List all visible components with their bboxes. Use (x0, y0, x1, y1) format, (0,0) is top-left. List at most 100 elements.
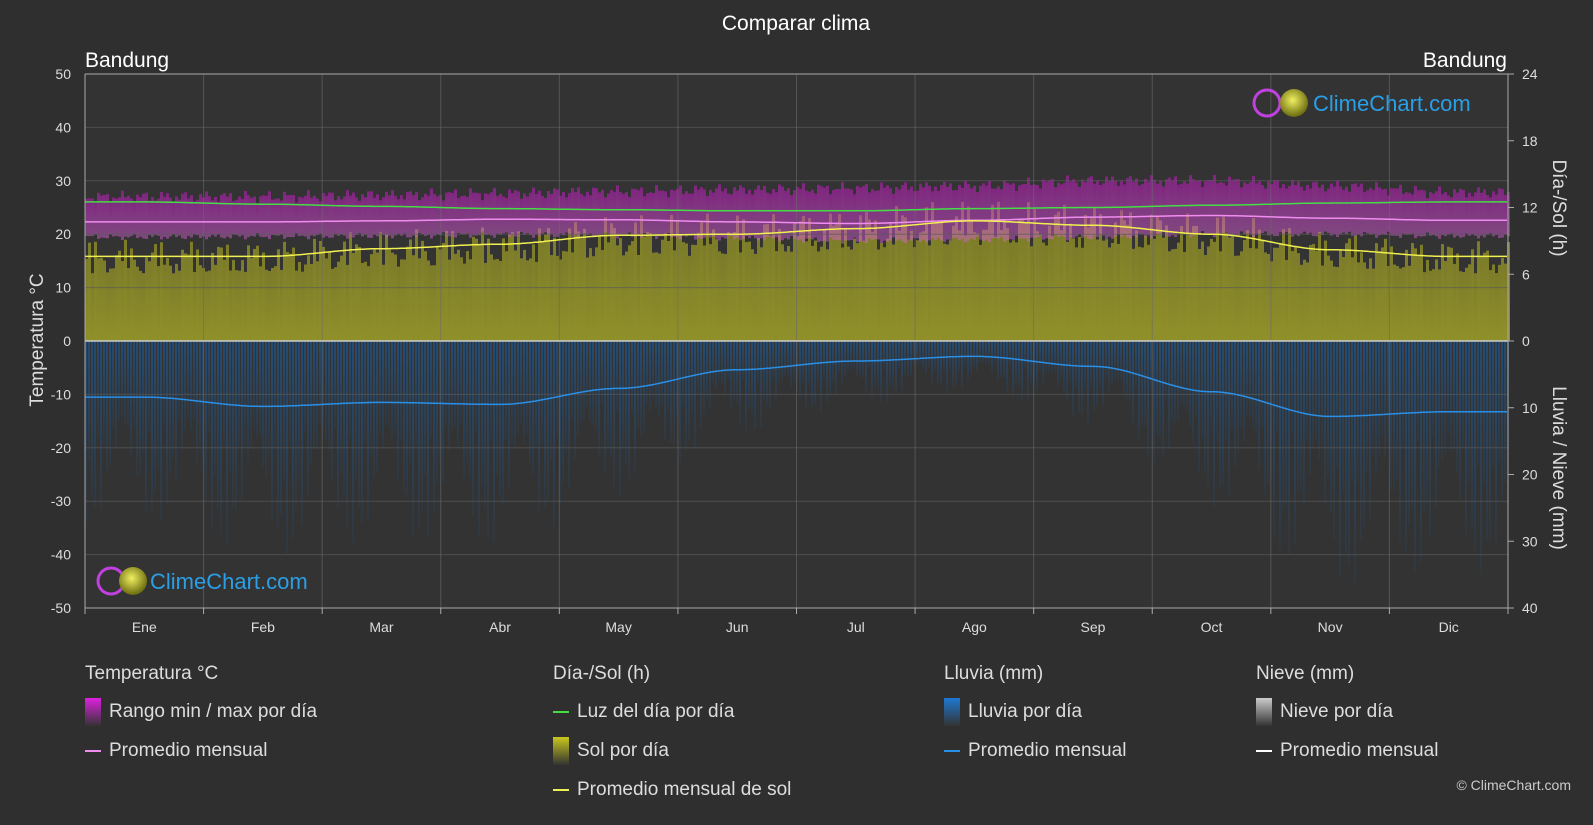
sun-day-bar (1177, 242, 1180, 341)
sun-day-bar (310, 263, 313, 341)
temp-day-bar (1393, 188, 1396, 236)
rain-day-bar (436, 341, 438, 484)
rain-day-bar (883, 341, 885, 369)
rain-day-bar (217, 341, 219, 509)
sun-day-bar (643, 236, 646, 341)
legend-label: Promedio mensual (968, 740, 1127, 761)
rain-day-bar (235, 341, 237, 512)
temp-day-bar (880, 182, 883, 244)
rain-day-bar (1189, 341, 1191, 427)
temp-day-bar (1153, 179, 1156, 237)
temp-day-bar (1333, 186, 1336, 235)
sun-day-bar (388, 249, 391, 341)
rain-day-bar (1393, 341, 1395, 492)
rain-day-bar (787, 341, 789, 376)
rain-day-bar (640, 341, 642, 437)
temp-day-bar (775, 192, 778, 238)
sun-day-bar (412, 255, 415, 341)
rain-day-bar (973, 341, 975, 368)
rain-day-bar (895, 341, 897, 396)
sun-day-bar (1339, 249, 1342, 341)
sun-day-bar (352, 252, 355, 341)
rain-day-bar (223, 341, 225, 446)
y-tick-label-right-bottom: 40 (1522, 600, 1538, 616)
temp-day-bar (961, 187, 964, 239)
temp-day-bar (160, 191, 163, 240)
sun-day-bar (367, 266, 370, 341)
temp-day-bar (367, 191, 370, 238)
temp-day-bar (1318, 187, 1321, 234)
temp-day-bar (238, 196, 241, 237)
sun-day-bar (1300, 264, 1303, 341)
rain-day-bar (1003, 341, 1005, 378)
sun-day-bar (181, 249, 184, 341)
rain-day-bar (184, 341, 186, 431)
temp-day-bar (907, 189, 910, 240)
temp-day-bar (1270, 183, 1273, 234)
rain-day-bar (112, 341, 114, 430)
sun-day-bar (316, 261, 319, 341)
sun-day-bar (1330, 260, 1333, 341)
temp-day-bar (1255, 183, 1258, 234)
sun-day-bar (1297, 253, 1300, 341)
rain-day-bar (1489, 341, 1491, 542)
rain-day-bar (1303, 341, 1305, 507)
sun-day-bar (1171, 249, 1174, 341)
temp-day-bar (277, 198, 280, 236)
temp-day-bar (721, 191, 724, 238)
temp-day-bar (169, 197, 172, 237)
rain-day-bar (1225, 341, 1227, 440)
temp-day-bar (1390, 188, 1393, 236)
legend: Temperatura °C Rango min / max por día Pro… (0, 660, 1593, 820)
sun-day-bar (1156, 215, 1159, 341)
temp-day-bar (1498, 188, 1501, 238)
temp-day-bar (1198, 179, 1201, 235)
sun-day-bar (334, 267, 337, 341)
y-tick-label-left: 50 (55, 66, 71, 82)
rain-day-bar (844, 341, 846, 377)
rain-day-bar (1177, 341, 1179, 422)
sun-day-bar (1216, 217, 1219, 341)
rain-day-bar (670, 341, 672, 443)
temp-day-bar (256, 203, 259, 234)
rain-day-bar (994, 341, 996, 364)
sun-day-bar (481, 227, 484, 341)
rain-day-bar (1069, 341, 1071, 383)
rain-day-bar (613, 341, 615, 488)
sun-day-bar (631, 241, 634, 341)
rain-day-bar (352, 341, 354, 544)
sun-day-bar (1054, 214, 1057, 341)
x-tick-label: Nov (1318, 619, 1343, 635)
temp-day-bar (718, 184, 721, 241)
temp-day-bar (952, 190, 955, 238)
sun-day-bar (883, 247, 886, 341)
legend-group: Día-/Sol (h) Luz del día por día Sol por d… (553, 660, 791, 815)
rain-day-bar (1192, 341, 1194, 444)
sun-day-bar (1105, 239, 1108, 341)
temp-day-bar (946, 186, 949, 240)
sun-day-bar (1375, 243, 1378, 341)
temp-day-bar (1477, 187, 1480, 239)
sun-day-bar (1195, 225, 1198, 341)
rain-day-bar (664, 341, 666, 440)
sun-day-bar (892, 244, 895, 341)
rain-day-bar (1435, 341, 1437, 510)
rain-day-bar (1138, 341, 1140, 439)
chart-title: Comparar clima (722, 12, 871, 35)
sun-day-bar (445, 230, 448, 341)
temp-day-bar (1330, 183, 1333, 236)
temp-avg-line (85, 214, 1507, 225)
temp-day-bar (817, 184, 820, 242)
temp-day-bar (1423, 190, 1426, 237)
temp-day-bar (418, 199, 421, 233)
temp-day-bar (268, 191, 271, 240)
temp-day-bar (529, 192, 532, 236)
rain-day-bar (133, 341, 135, 429)
temp-day-bar (877, 190, 880, 240)
rain-day-bar (1048, 341, 1050, 373)
sun-day-bar (136, 266, 139, 341)
sun-day-bar (1279, 243, 1282, 341)
rain-day-bar (577, 341, 579, 437)
legend-swatch (944, 750, 960, 752)
sun-day-bar (1207, 246, 1210, 341)
